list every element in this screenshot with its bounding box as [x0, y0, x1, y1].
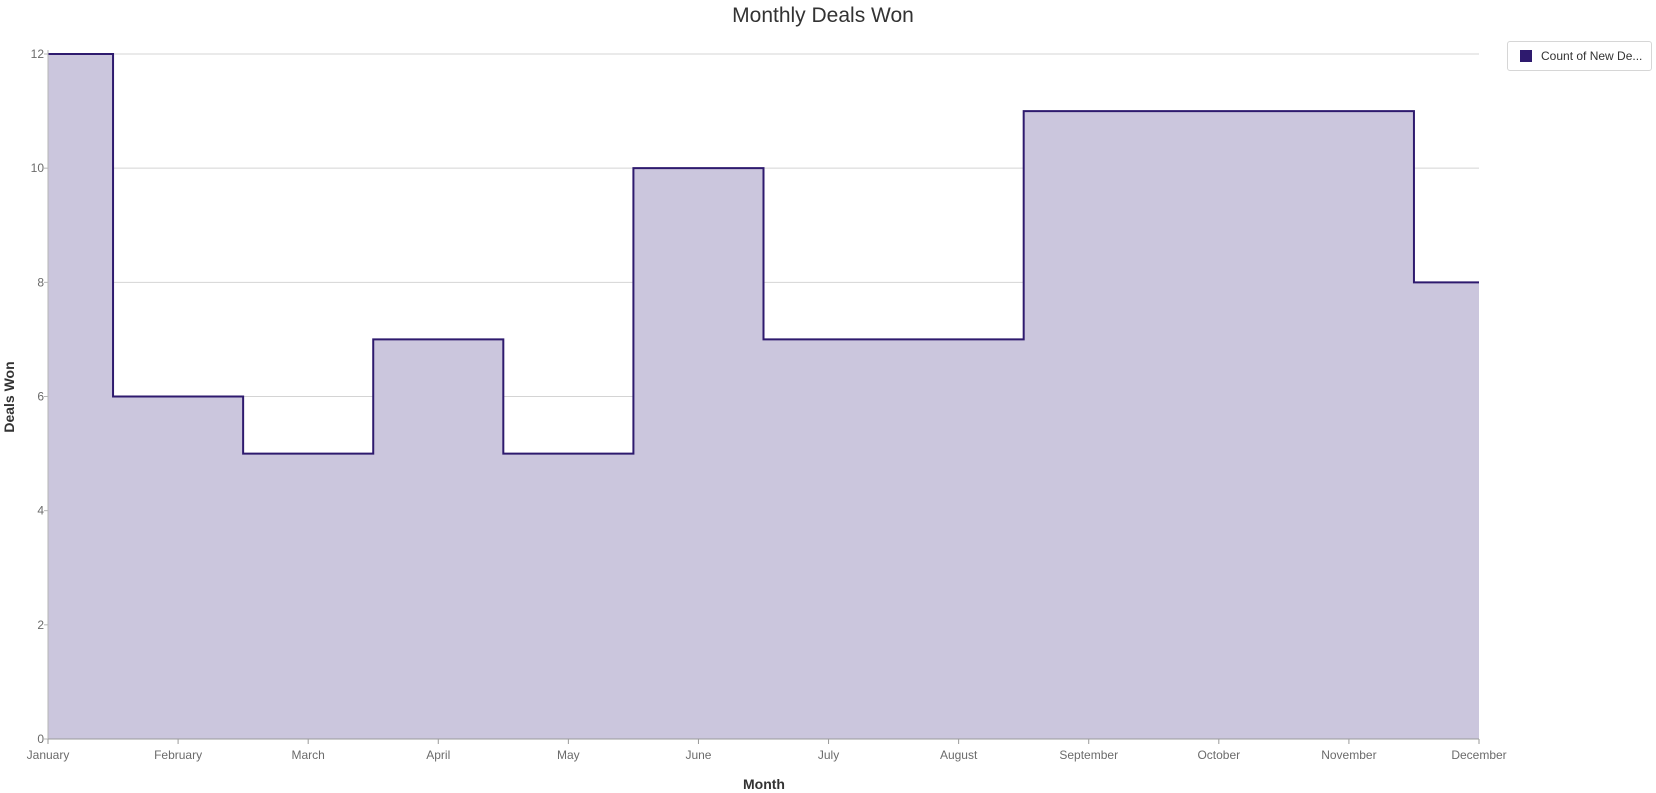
data-point: [1346, 108, 1352, 114]
axes: [44, 50, 1480, 744]
x-tick-label: February: [154, 748, 202, 762]
data-point: [565, 451, 571, 457]
legend-label: Count of New De...: [1541, 49, 1643, 63]
x-tick-label: April: [426, 748, 450, 762]
x-tick-label: January: [27, 748, 70, 762]
x-tick-label: June: [685, 748, 711, 762]
x-tick-label: December: [1451, 748, 1506, 762]
x-tick-label: July: [818, 748, 839, 762]
area-layer: [48, 53, 1482, 739]
x-axis-title: Month: [743, 776, 785, 792]
data-point: [1476, 279, 1482, 285]
legend-swatch: [1520, 50, 1532, 62]
x-tick-label: May: [557, 748, 580, 762]
x-tick-label: March: [292, 748, 325, 762]
y-tick-label: 10: [31, 161, 45, 175]
data-point: [175, 394, 181, 400]
y-axis-title: Deals Won: [1, 361, 17, 432]
data-point: [305, 451, 311, 457]
series-area: [48, 54, 1479, 739]
data-point: [695, 165, 701, 171]
y-tick-label: 2: [37, 618, 44, 632]
data-point: [1216, 108, 1222, 114]
tick-labels: 0 2 4 6 8 10 12 January February March April May Jun…: [27, 47, 1507, 762]
x-tick-label: September: [1059, 748, 1118, 762]
series-line: [48, 53, 1479, 455]
y-tick-label: 0: [37, 732, 44, 746]
x-tick-label: August: [940, 748, 978, 762]
y-tick-label: 12: [31, 47, 45, 61]
data-point: [435, 336, 441, 342]
data-point: [956, 336, 962, 342]
y-tick-label: 6: [37, 390, 44, 404]
data-point: [826, 336, 832, 342]
y-tick-label: 8: [37, 275, 44, 289]
chart-title: Monthly Deals Won: [732, 4, 914, 27]
x-tick-label: November: [1321, 748, 1376, 762]
y-tick-label: 4: [37, 504, 44, 518]
data-point: [1086, 108, 1092, 114]
legend[interactable]: Count of New De...: [1507, 41, 1652, 71]
x-tick-label: October: [1197, 748, 1240, 762]
